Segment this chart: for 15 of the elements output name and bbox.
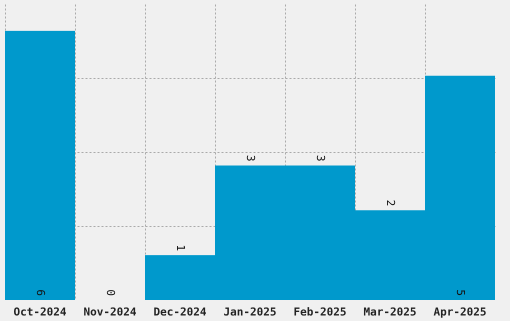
x-tick-label: Nov-2024 xyxy=(84,306,137,318)
x-tick-label: Oct-2024 xyxy=(14,306,67,318)
bar xyxy=(5,30,75,300)
x-tick-label: Apr-2025 xyxy=(434,306,486,318)
data-label: 1 xyxy=(174,244,187,252)
x-tick-label: Mar-2025 xyxy=(364,306,416,318)
x-tick-label: Jan-2025 xyxy=(224,306,276,318)
data-label: 3 xyxy=(314,154,327,162)
x-tick-label: Dec-2024 xyxy=(154,306,207,318)
data-label: 2 xyxy=(384,200,397,206)
x-tick-label: Feb-2025 xyxy=(294,306,346,318)
data-label: 3 xyxy=(244,154,257,162)
data-label: 5 xyxy=(454,289,467,296)
data-label: 6 xyxy=(34,289,47,296)
data-label: 0 xyxy=(104,289,117,296)
